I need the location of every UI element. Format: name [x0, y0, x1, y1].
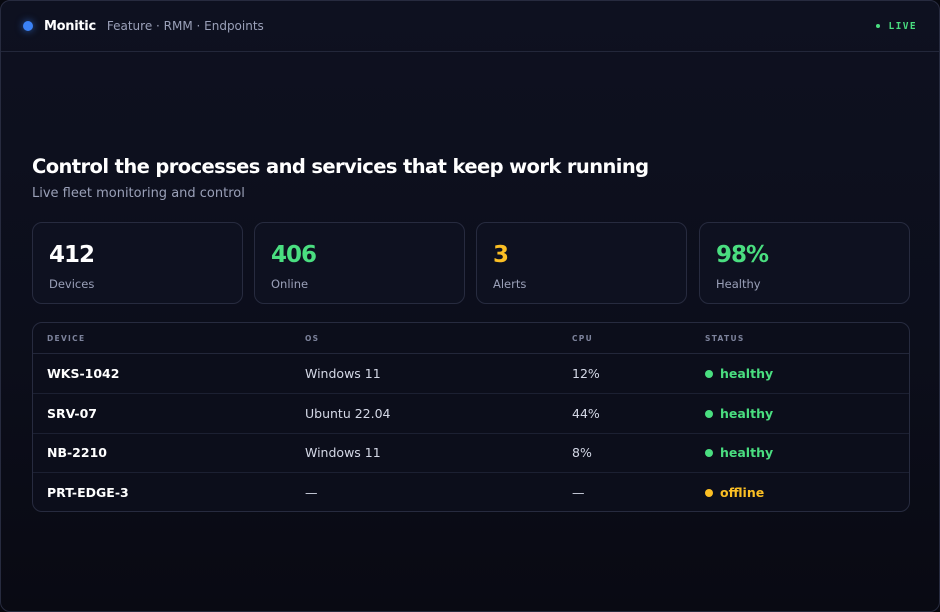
- stat-card-devices: 412 Devices: [32, 222, 243, 304]
- stat-value: 406: [271, 242, 317, 268]
- stat-card-online: 406 Online: [254, 222, 465, 304]
- stats-row: 412 Devices 406 Online 3 Alerts 98% Heal…: [32, 222, 910, 304]
- stat-label: Alerts: [493, 277, 527, 291]
- table-row[interactable]: WKS-1042 Windows 11 12% healthy: [33, 354, 909, 394]
- column-header-status[interactable]: STATUS: [705, 334, 745, 343]
- device-name: SRV-07: [47, 406, 97, 421]
- stat-card-healthy: 98% Healthy: [699, 222, 910, 304]
- device-os: Windows 11: [305, 366, 381, 381]
- status-badge: healthy: [705, 366, 773, 381]
- column-header-os[interactable]: OS: [305, 334, 320, 343]
- stat-value: 412: [49, 242, 95, 268]
- devices-table: DEVICE OS CPU STATUS WKS-1042 Windows 11…: [32, 322, 910, 512]
- brand-name[interactable]: Monitic: [44, 18, 96, 34]
- device-os: Windows 11: [305, 445, 381, 460]
- status-badge: offline: [705, 485, 764, 500]
- stat-label: Healthy: [716, 277, 761, 291]
- status-badge: healthy: [705, 406, 773, 421]
- brand-logo-dot: [23, 21, 33, 31]
- status-badge: healthy: [705, 445, 773, 460]
- table-header: DEVICE OS CPU STATUS: [33, 323, 909, 354]
- status-label: healthy: [720, 366, 774, 381]
- breadcrumb: Feature · RMM · Endpoints: [106, 19, 264, 33]
- stat-value: 98%: [716, 242, 769, 268]
- device-cpu: 44%: [572, 406, 600, 421]
- table-row[interactable]: SRV-07 Ubuntu 22.04 44% healthy: [33, 394, 909, 434]
- device-cpu: 12%: [572, 366, 600, 381]
- device-os: Ubuntu 22.04: [305, 406, 391, 421]
- stat-label: Online: [271, 277, 309, 291]
- live-dot-icon: [875, 24, 880, 28]
- column-header-cpu[interactable]: CPU: [572, 334, 593, 343]
- page-title: Control the processes and services that …: [32, 155, 649, 178]
- stat-card-alerts: 3 Alerts: [476, 222, 687, 304]
- device-name: WKS-1042: [47, 366, 120, 381]
- page-subtitle: Live fleet monitoring and control: [32, 186, 245, 201]
- table-row[interactable]: NB-2210 Windows 11 8% healthy: [33, 433, 909, 473]
- status-label: healthy: [720, 406, 774, 421]
- device-name: PRT-EDGE-3: [47, 485, 129, 500]
- status-label: healthy: [720, 445, 774, 460]
- status-dot-icon: [705, 369, 713, 378]
- status-dot-icon: [705, 409, 713, 418]
- device-cpu: 8%: [572, 445, 592, 460]
- top-bar: Monitic Feature · RMM · Endpoints LIVE: [1, 1, 939, 52]
- stat-label: Devices: [49, 277, 95, 291]
- table-row[interactable]: PRT-EDGE-3 — — offline: [33, 473, 909, 511]
- device-os: —: [305, 485, 318, 500]
- live-label: LIVE: [888, 20, 917, 32]
- live-indicator: LIVE: [875, 20, 917, 32]
- stat-value: 3: [493, 242, 509, 268]
- device-cpu: —: [572, 485, 585, 500]
- device-name: NB-2210: [47, 445, 107, 460]
- status-dot-icon: [705, 448, 713, 457]
- column-header-device[interactable]: DEVICE: [47, 334, 86, 343]
- status-dot-icon: [705, 488, 713, 497]
- status-label: offline: [720, 485, 765, 500]
